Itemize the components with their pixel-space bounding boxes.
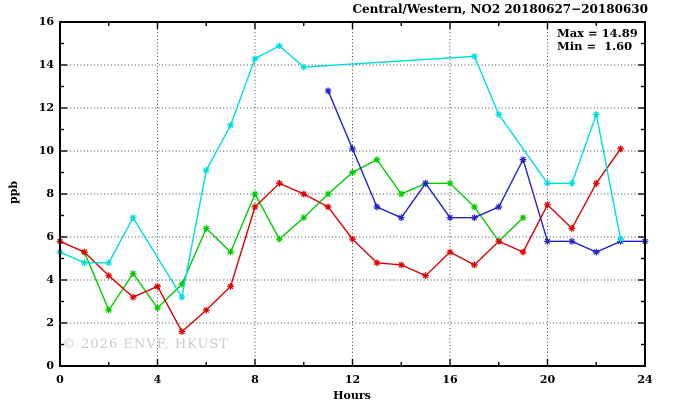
data-marker-cyan-day [105, 259, 113, 267]
data-marker-cyan-day [471, 53, 478, 60]
data-marker-green-day [471, 203, 478, 211]
data-marker-red-day [349, 235, 356, 243]
data-marker-green-day [300, 214, 308, 222]
data-marker-green-day [446, 179, 454, 187]
data-marker-cyan-day [592, 111, 600, 118]
data-marker-cyan-day [617, 235, 624, 243]
y-tick-label: 16 [38, 15, 54, 28]
x-axis-title: Hours [333, 389, 371, 402]
data-marker-red-day [568, 225, 576, 232]
data-marker-red-day [251, 203, 259, 211]
data-marker-green-day [349, 169, 356, 176]
data-marker-red-day [129, 293, 137, 301]
data-marker-cyan-day [276, 42, 283, 50]
data-marker-blue-day [397, 214, 405, 222]
min-annotation: Min = 1.60 [557, 39, 633, 53]
data-marker-red-day [324, 203, 332, 211]
data-marker-red-day [202, 306, 210, 314]
series-line-red-day [59, 148, 622, 333]
data-marker-red-day [544, 201, 551, 209]
data-marker-green-day [178, 280, 186, 288]
data-marker-cyan-day [544, 179, 551, 187]
y-tick-label: 12 [38, 101, 54, 114]
data-marker-green-day [129, 270, 137, 277]
data-marker-cyan-day [495, 111, 503, 118]
data-marker-green-day [397, 190, 405, 198]
y-tick-label: 6 [46, 230, 54, 243]
data-marker-cyan-day [227, 121, 234, 129]
data-marker-blue-day [544, 237, 551, 245]
data-marker-red-day [592, 179, 600, 187]
data-marker-green-day [519, 214, 527, 222]
data-marker-blue-day [324, 87, 332, 95]
data-marker-red-day [397, 261, 405, 269]
data-marker-blue-day [471, 214, 478, 222]
chart-title: Central/Western, NO2 20180627−20180630 [352, 2, 648, 16]
data-marker-red-day [81, 248, 88, 256]
data-marker-red-day [227, 283, 234, 290]
data-marker-blue-day [568, 237, 576, 245]
data-marker-cyan-day [202, 166, 210, 174]
data-marker-red-day [373, 259, 381, 267]
data-marker-green-day [227, 248, 234, 256]
data-marker-cyan-day [300, 63, 308, 71]
data-marker-red-day [446, 248, 454, 256]
data-marker-blue-day [422, 179, 429, 187]
data-marker-cyan-day [81, 259, 88, 267]
max-annotation: Max = 14.89 [557, 26, 638, 40]
data-marker-red-day [519, 248, 527, 256]
y-tick-label: 4 [46, 273, 54, 286]
y-tick-label: 14 [38, 58, 54, 71]
data-marker-green-day [276, 235, 283, 243]
data-marker-red-day [495, 237, 503, 245]
x-tick-label: 20 [539, 373, 556, 386]
x-tick-label: 0 [56, 373, 64, 386]
data-marker-blue-day [592, 248, 600, 256]
y-tick-label: 0 [46, 359, 54, 372]
x-tick-label: 24 [637, 373, 653, 386]
data-marker-green-day [202, 225, 210, 232]
data-marker-blue-day [519, 156, 527, 163]
data-marker-cyan-day [568, 179, 576, 187]
data-marker-red-day [617, 145, 624, 153]
data-marker-cyan-day [178, 293, 186, 301]
x-tick-label: 8 [251, 373, 259, 386]
x-tick-label: 4 [153, 373, 162, 386]
data-marker-cyan-day [251, 55, 259, 62]
data-marker-blue-day [373, 203, 381, 211]
x-tick-label: 16 [442, 373, 458, 386]
data-marker-green-day [324, 190, 332, 198]
series-line-cyan-day [59, 45, 622, 300]
data-marker-blue-day [495, 203, 503, 211]
data-marker-blue-day [349, 145, 356, 153]
data-marker-cyan-day [129, 214, 137, 222]
series-line-blue-day [327, 90, 645, 253]
y-tick-label: 2 [46, 316, 54, 329]
data-marker-red-day [154, 283, 161, 290]
data-marker-red-day [276, 179, 283, 187]
data-marker-green-day [154, 304, 161, 312]
x-tick-label: 12 [344, 373, 361, 386]
series-line-green-day [83, 158, 524, 312]
data-marker-green-day [373, 156, 381, 163]
data-marker-red-day [300, 190, 308, 198]
data-marker-red-day [105, 272, 113, 280]
plot-border [59, 21, 646, 367]
data-marker-green-day [105, 306, 113, 314]
data-marker-green-day [251, 190, 259, 198]
data-marker-red-day [471, 261, 478, 269]
y-tick-label: 8 [46, 187, 54, 200]
data-marker-red-day [422, 272, 429, 280]
y-tick-label: 10 [38, 144, 54, 157]
data-marker-red-day [178, 328, 186, 335]
watermark: © 2026 ENVF, HKUST [62, 337, 229, 352]
data-marker-blue-day [446, 214, 454, 222]
